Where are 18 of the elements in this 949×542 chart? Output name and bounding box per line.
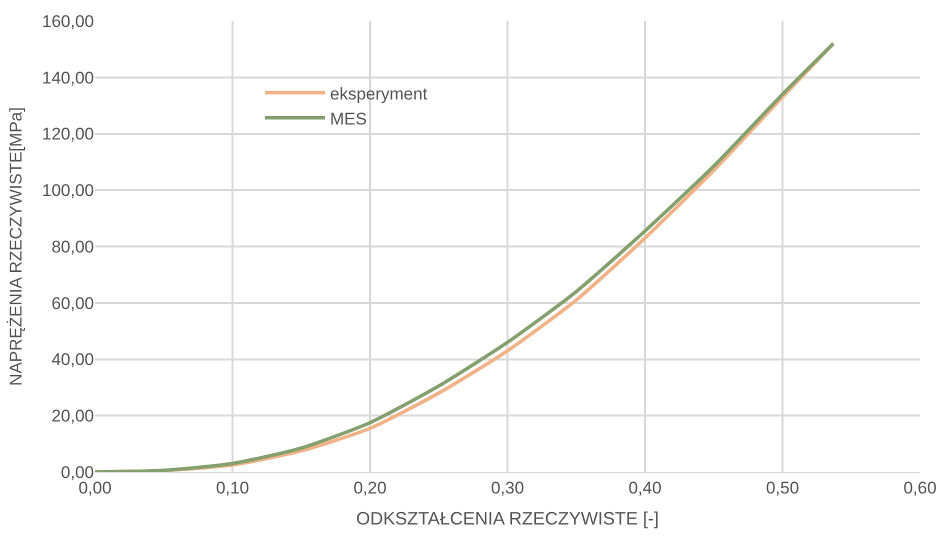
y-tick-label: 60,00 [51, 294, 94, 313]
legend-label: MES [330, 109, 367, 128]
y-tick-label: 140,00 [42, 68, 94, 88]
x-axis-title: ODKSZTAŁCENIA RZECZYWISTE [-] [356, 508, 659, 528]
y-tick-label: 40,00 [51, 350, 94, 370]
x-tick-label: 0,60 [903, 478, 937, 498]
x-tick-label: 0,40 [628, 478, 662, 498]
y-tick-label: 160,00 [42, 12, 94, 31]
y-axis-title: NAPRĘŻENIA RZECZYWISTE[MPa] [6, 107, 26, 386]
y-tick-label: 20,00 [51, 406, 94, 426]
x-tick-label: 0,10 [216, 478, 250, 498]
y-tick-label: 100,00 [42, 181, 94, 200]
x-tick-label: 0,30 [490, 478, 524, 498]
legend-label: eksperyment [330, 84, 428, 104]
x-tick-label: 0,20 [353, 478, 387, 498]
y-tick-label: 80,00 [51, 237, 94, 256]
y-tick-label: 120,00 [42, 124, 94, 144]
x-tick-label: 0,50 [766, 478, 800, 498]
